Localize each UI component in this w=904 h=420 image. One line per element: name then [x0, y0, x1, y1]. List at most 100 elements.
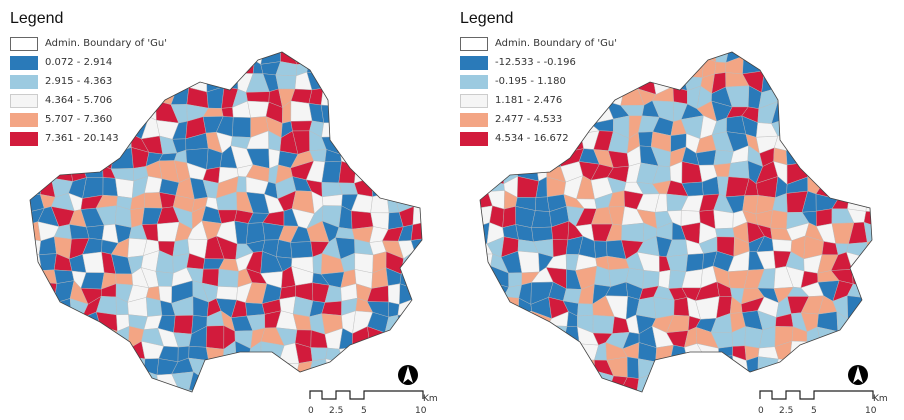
dong-region: [549, 342, 564, 360]
dong-region: [174, 78, 192, 88]
dong-region: [30, 238, 42, 255]
dong-region: [746, 356, 759, 380]
dong-region: [801, 52, 825, 60]
legend-item-class-5: 7.361 - 20.143: [10, 129, 167, 148]
dong-region: [66, 106, 85, 119]
dong-region: [786, 52, 809, 60]
dong-region: [537, 390, 555, 392]
dong-region: [431, 282, 449, 301]
dong-region: [201, 360, 224, 379]
dong-region: [673, 297, 690, 317]
dong-region: [155, 70, 179, 92]
dong-region: [141, 100, 157, 121]
dong-region: [148, 55, 158, 79]
dong-region: [217, 73, 239, 90]
map-panel-left: Legend Admin. Boundary of 'Gu' 0.072 - 2…: [10, 10, 449, 416]
dong-region: [130, 55, 150, 79]
dong-region: [880, 210, 897, 227]
dong-region: [583, 370, 595, 392]
dong-region: [665, 388, 686, 392]
dong-region: [276, 239, 293, 259]
dong-region: [756, 52, 780, 62]
legend-label: 4.364 - 5.706: [45, 95, 113, 106]
dong-region: [387, 117, 403, 139]
dong-region: [65, 387, 87, 392]
dong-region: [507, 71, 524, 94]
dong-region: [247, 100, 270, 118]
dong-region: [65, 72, 86, 94]
dong-region: [127, 389, 142, 392]
dong-region: [864, 341, 872, 358]
dong-region: [30, 60, 43, 78]
dong-region: [817, 52, 839, 60]
dong-region: [548, 102, 570, 120]
dong-region: [591, 85, 608, 108]
legend-swatch: [460, 131, 488, 146]
dong-region: [575, 388, 594, 392]
dong-region: [488, 76, 510, 88]
dong-region: [217, 52, 236, 60]
dong-region: [866, 58, 872, 79]
dong-region: [410, 178, 422, 196]
dong-region: [410, 163, 422, 185]
dong-region: [860, 52, 872, 61]
dong-region: [415, 265, 422, 290]
dong-region: [836, 162, 852, 177]
dong-region: [667, 55, 685, 77]
dong-region: [508, 86, 524, 110]
dong-region: [428, 341, 448, 362]
dong-region: [50, 345, 71, 364]
legend-swatch: [460, 93, 488, 108]
choropleth-map: [29, 51, 449, 393]
dong-region: [217, 268, 239, 288]
dong-region: [86, 134, 105, 153]
legend-swatch: [460, 36, 488, 51]
dong-region: [863, 137, 872, 148]
dong-region: [30, 373, 42, 392]
dong-region: [878, 254, 891, 271]
dong-region: [37, 75, 53, 94]
dong-region: [698, 372, 715, 392]
dong-region: [532, 325, 553, 343]
dong-region: [320, 86, 345, 107]
dong-region: [245, 302, 265, 317]
scale-tick: 10: [415, 406, 427, 416]
dong-region: [308, 52, 326, 65]
dong-region: [113, 63, 132, 76]
scale-tick: 5: [361, 406, 367, 416]
dong-region: [110, 372, 131, 392]
dong-region: [68, 345, 87, 362]
dong-region: [800, 57, 824, 78]
dong-region: [865, 160, 872, 182]
dong-region: [216, 355, 237, 378]
dong-region: [624, 56, 645, 74]
dong-region: [863, 211, 872, 228]
dong-region: [877, 146, 898, 163]
dong-region: [786, 118, 804, 137]
dong-region: [399, 162, 418, 185]
dong-region: [267, 388, 279, 392]
dong-region: [506, 120, 522, 138]
dong-region: [98, 373, 113, 392]
dong-region: [335, 72, 357, 88]
dong-region: [413, 60, 422, 76]
dong-region: [367, 52, 386, 60]
dong-region: [38, 345, 54, 365]
dong-region: [846, 103, 869, 122]
dong-region: [320, 104, 345, 124]
dong-region: [116, 107, 135, 123]
dong-region: [413, 346, 422, 363]
scale-unit: Km: [873, 394, 888, 404]
dong-region: [491, 312, 508, 331]
scale-tick: 0: [758, 406, 764, 416]
dong-region: [66, 86, 86, 108]
dong-region: [30, 166, 43, 184]
legend-item-class-1: -12.533 - -0.196: [460, 53, 617, 72]
legend-label: 0.072 - 2.914: [45, 57, 113, 68]
dong-region: [879, 284, 897, 302]
dong-region: [652, 358, 673, 376]
dong-region: [561, 370, 585, 392]
dong-region: [862, 296, 872, 319]
dong-region: [39, 166, 56, 183]
dong-region: [503, 326, 524, 349]
